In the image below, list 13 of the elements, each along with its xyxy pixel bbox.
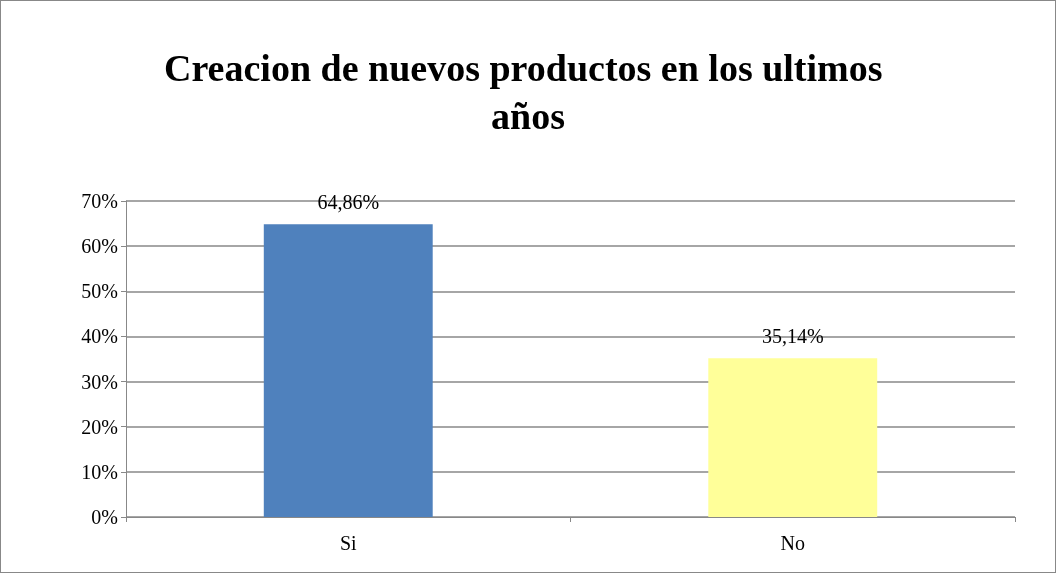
y-tick-label: 20% (81, 415, 118, 438)
x-tick-label: No (780, 532, 805, 554)
y-tick-label: 60% (81, 235, 118, 258)
y-tick-label: 0% (91, 506, 118, 528)
data-label: 64,86% (317, 191, 380, 214)
y-tick-label: 70% (81, 190, 118, 212)
chart-title: Creacion de nuevos productos en los ultimos años (163, 47, 893, 137)
y-tick-label: 50% (81, 280, 118, 303)
x-tick-label: Si (339, 532, 358, 554)
y-tick-label: 30% (81, 370, 118, 393)
y-tick-label: 40% (81, 325, 118, 348)
y-tick-label: 10% (81, 460, 118, 483)
data-label: 35,14% (761, 325, 824, 348)
